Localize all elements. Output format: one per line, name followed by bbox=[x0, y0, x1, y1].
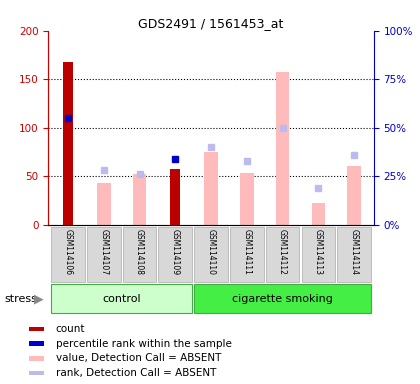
Bar bbox=[123, 227, 156, 282]
Bar bbox=[337, 227, 371, 282]
Text: cigarette smoking: cigarette smoking bbox=[232, 293, 333, 304]
Bar bbox=[63, 62, 73, 225]
Bar bbox=[170, 169, 180, 225]
Bar bbox=[29, 341, 44, 346]
Text: GSM114110: GSM114110 bbox=[207, 229, 215, 275]
Bar bbox=[204, 152, 218, 225]
Text: GSM114111: GSM114111 bbox=[242, 229, 251, 275]
Text: ▶: ▶ bbox=[34, 292, 44, 305]
Bar bbox=[266, 227, 299, 282]
Bar bbox=[51, 284, 192, 313]
Title: GDS2491 / 1561453_at: GDS2491 / 1561453_at bbox=[138, 17, 284, 30]
Text: GSM114109: GSM114109 bbox=[171, 229, 180, 275]
Bar bbox=[312, 203, 325, 225]
Bar bbox=[29, 327, 44, 331]
Bar bbox=[194, 284, 371, 313]
Text: stress: stress bbox=[4, 294, 37, 304]
Text: value, Detection Call = ABSENT: value, Detection Call = ABSENT bbox=[56, 353, 221, 364]
Bar bbox=[87, 227, 121, 282]
Bar bbox=[158, 227, 192, 282]
Text: GSM114108: GSM114108 bbox=[135, 229, 144, 275]
Bar bbox=[230, 227, 264, 282]
Text: GSM114107: GSM114107 bbox=[99, 229, 108, 275]
Text: GSM114114: GSM114114 bbox=[349, 229, 359, 275]
Bar bbox=[347, 167, 361, 225]
Text: GSM114112: GSM114112 bbox=[278, 229, 287, 275]
Bar bbox=[133, 174, 146, 225]
Bar bbox=[194, 227, 228, 282]
Bar bbox=[29, 371, 44, 376]
Text: rank, Detection Call = ABSENT: rank, Detection Call = ABSENT bbox=[56, 368, 216, 378]
Text: count: count bbox=[56, 324, 85, 334]
Bar bbox=[97, 183, 110, 225]
Text: GSM114106: GSM114106 bbox=[63, 229, 73, 275]
Text: control: control bbox=[102, 293, 141, 304]
Bar bbox=[276, 73, 289, 225]
Bar bbox=[51, 227, 85, 282]
Text: GSM114113: GSM114113 bbox=[314, 229, 323, 275]
Bar bbox=[240, 173, 254, 225]
Bar bbox=[29, 356, 44, 361]
Bar bbox=[302, 227, 335, 282]
Text: percentile rank within the sample: percentile rank within the sample bbox=[56, 339, 232, 349]
